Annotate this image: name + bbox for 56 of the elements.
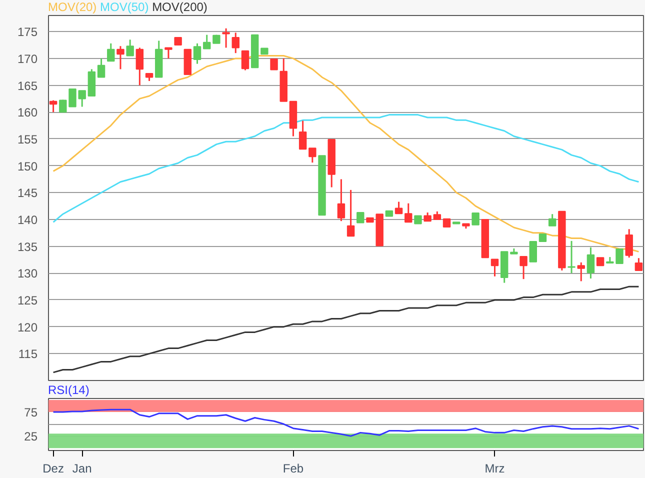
series-label: RSI(14) (48, 383, 90, 397)
candlestick (136, 46, 144, 86)
y-tick-label: 160 (17, 106, 38, 120)
line-series (52, 114, 640, 223)
candlestick (97, 58, 106, 78)
y-tick-label: 125 (17, 293, 38, 308)
y-tick-label: 135 (17, 240, 38, 254)
candlestick (107, 42, 115, 62)
candlestick (308, 147, 316, 164)
y-tick-label: 165 (17, 78, 38, 93)
candlestick (193, 42, 202, 65)
candlestick (298, 120, 307, 150)
y-tick-label: 150 (17, 159, 38, 174)
candlestick (472, 212, 480, 226)
y-tick-label: 75 (24, 405, 38, 420)
candlestick (529, 240, 537, 262)
y-tick-label: 25 (24, 430, 38, 444)
candlestick (232, 32, 240, 54)
text: MOV(20) (48, 0, 97, 14)
candlestick (222, 28, 230, 48)
x-tick-label: Dez (42, 462, 64, 476)
candlestick (520, 256, 528, 280)
x-tick-label: Feb (282, 462, 304, 476)
y-tick-label: 175 (17, 25, 38, 40)
y-tick-label: 155 (17, 132, 38, 146)
candlestick (270, 58, 278, 70)
y-tick-label: 115 (18, 347, 38, 362)
candlestick (404, 202, 412, 223)
candlestick (586, 246, 595, 280)
candlestick (49, 100, 58, 113)
candlestick (356, 212, 364, 224)
candlestick (116, 45, 124, 70)
candlestick (577, 262, 585, 282)
candlestick (568, 240, 576, 274)
x-tick-label: Mrz (484, 462, 505, 476)
y-tick-label: 170 (17, 52, 38, 66)
candlestick (202, 34, 211, 50)
text: MOV(50) (100, 0, 149, 14)
candlestick (548, 213, 556, 227)
y-tick-label: 130 (17, 266, 38, 281)
candlestick (164, 46, 172, 60)
candlestick (394, 201, 403, 214)
line-series (52, 408, 640, 437)
y-tick-label: 140 (17, 212, 38, 227)
candlestick (337, 178, 346, 222)
candlestick (625, 228, 633, 258)
line-series (52, 286, 640, 374)
text: MOV(200) (152, 0, 208, 14)
candlestick (126, 38, 134, 57)
candlestick (241, 50, 250, 71)
candlestick (490, 258, 499, 278)
candlestick (346, 189, 355, 237)
x-tick-label: Jan (72, 462, 92, 476)
y-tick-label: 120 (17, 320, 38, 334)
y-tick-label: 145 (17, 186, 38, 200)
candlestick (634, 257, 643, 272)
